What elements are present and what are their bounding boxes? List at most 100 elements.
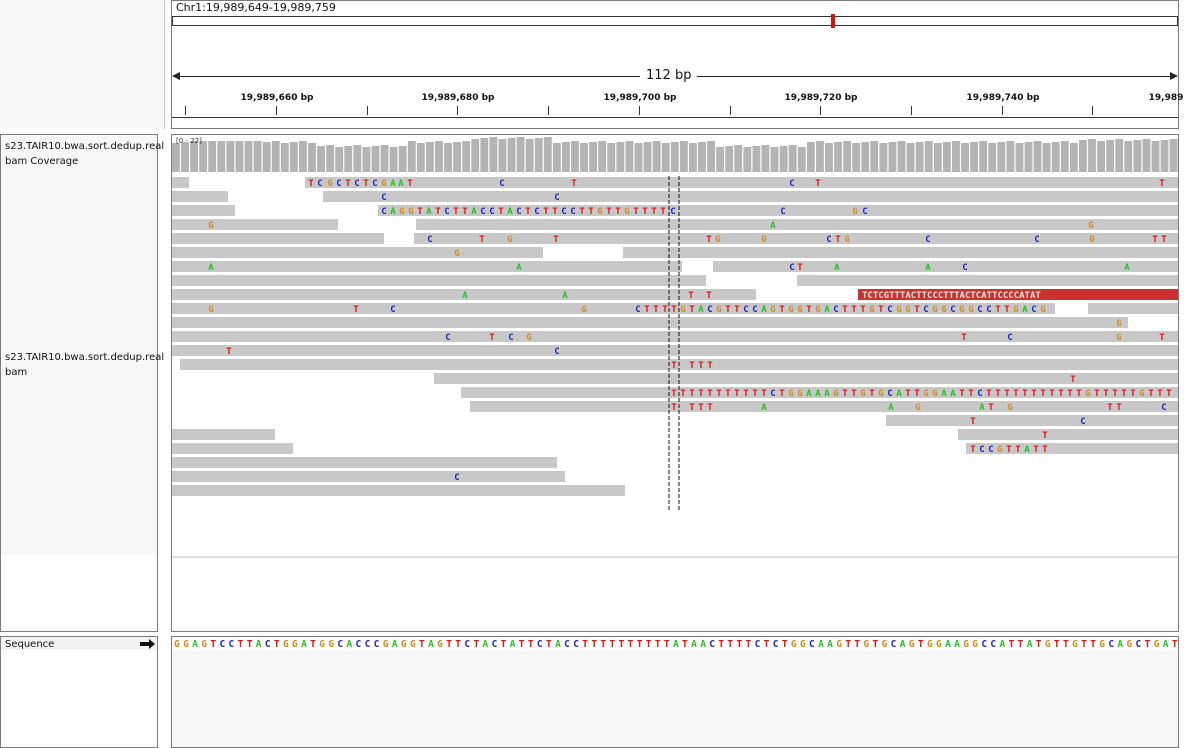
sequence-base: C <box>709 639 715 650</box>
coverage-bar <box>1069 143 1078 172</box>
coverage-bar <box>444 143 452 172</box>
coverage-bar <box>761 145 770 172</box>
mismatch-base: T <box>842 305 848 315</box>
coverage-bar <box>1097 141 1106 172</box>
mismatch-base: C <box>354 179 359 189</box>
mismatch-base: C <box>480 207 485 217</box>
mismatch-base: T <box>671 305 677 315</box>
coverage-bar <box>208 141 217 172</box>
mismatch-base: C <box>789 263 794 273</box>
mismatch-base: T <box>725 389 731 399</box>
read-body <box>172 443 293 454</box>
alignment-track-name[interactable]: s23.TAIR10.bwa.sort.dedup.real bam <box>5 350 165 380</box>
mismatch-base: T <box>706 235 712 245</box>
ruler-tick <box>1092 106 1093 115</box>
sequence-base: T <box>782 639 788 650</box>
mismatch-base: T <box>716 389 722 399</box>
mismatch-base: G <box>959 305 964 315</box>
mismatch-base: G <box>997 445 1002 455</box>
tick-label: 19,989 <box>1148 93 1184 103</box>
coverage-bar <box>543 137 552 172</box>
alignment-view[interactable]: [0 - 22] T C G C T C T C G A A T C T C T TC CC A G G T A T C T T A C… <box>0 0 1199 640</box>
ruler-tick <box>1002 106 1003 115</box>
read-body <box>172 331 1178 342</box>
coverage-bar <box>552 143 561 172</box>
coverage-bar <box>571 141 579 172</box>
current-region-marker <box>831 14 835 28</box>
strand-arrow-icon[interactable] <box>140 638 156 650</box>
mismatch-base: G <box>905 305 910 315</box>
span-arrow-right-icon <box>1170 72 1178 80</box>
mismatch-base: G <box>1089 235 1094 245</box>
mismatch-base: A <box>770 221 776 231</box>
sequence-track-name[interactable]: Sequence <box>5 639 55 650</box>
mismatch-base: T <box>671 389 677 399</box>
coverage-bar <box>280 143 289 172</box>
span-arrow-left-icon <box>172 72 180 80</box>
mismatch-base: T <box>961 333 967 343</box>
mismatch-base: T <box>651 207 657 217</box>
sequence-base: C <box>1136 639 1142 650</box>
chromosome-ideogram[interactable] <box>172 16 1178 26</box>
coverage-bar <box>725 146 734 172</box>
mismatch-base: T <box>851 305 857 315</box>
sequence-base: A <box>510 639 516 650</box>
sequence-base: A <box>346 639 352 650</box>
mismatch-base: A <box>896 389 902 399</box>
mismatch-base: G <box>408 207 413 217</box>
mismatch-base: T <box>878 305 884 315</box>
coverage-bar <box>562 142 570 172</box>
coverage-bar <box>580 143 589 172</box>
alignment-track-name-line1: s23.TAIR10.bwa.sort.dedup.real <box>5 352 165 363</box>
mismatch-base: T <box>543 207 549 217</box>
mismatch-base: C <box>454 473 459 483</box>
mismatch-base: T <box>1040 389 1046 399</box>
mismatch-base: C <box>789 179 794 189</box>
coverage-bar <box>244 141 253 172</box>
sequence-base: A <box>555 639 561 650</box>
mismatch-base: A <box>1022 305 1028 315</box>
mismatch-base: C <box>833 305 838 315</box>
sequence-base: T <box>646 639 652 650</box>
mismatch-base: T <box>453 207 459 217</box>
mismatch-base: C <box>770 389 775 399</box>
mismatch-base: C <box>534 207 539 217</box>
sequence-base: A <box>392 639 398 650</box>
coverage-track-name-line1: s23.TAIR10.bwa.sort.dedup.real <box>5 141 165 152</box>
sequence-base: T <box>1018 639 1024 650</box>
sequence-base: C <box>573 639 579 650</box>
mismatch-base: C <box>336 179 341 189</box>
mismatch-base: T <box>1070 375 1076 385</box>
sequence-base: T <box>582 639 588 650</box>
read-body <box>172 233 384 244</box>
sequence-base: C <box>891 639 897 650</box>
mismatch-base: A <box>562 291 568 301</box>
mismatch-base: C <box>923 305 928 315</box>
coverage-bar <box>271 141 280 172</box>
name-panel-lower-divider <box>1 555 157 631</box>
mismatch-base: T <box>842 389 848 399</box>
mismatch-base: T <box>1042 431 1048 441</box>
mismatch-base: G <box>1116 319 1121 329</box>
sequence-base: T <box>764 639 770 650</box>
coverage-bar <box>679 141 688 172</box>
sequence-base: G <box>328 639 334 650</box>
coverage-bar <box>652 141 661 172</box>
mismatch-base: T <box>752 389 758 399</box>
mismatch-base: T <box>707 361 713 371</box>
coverage-track-name[interactable]: s23.TAIR10.bwa.sort.dedup.real bam Cover… <box>5 139 165 169</box>
tick-label: 19,989,740 bp <box>966 93 1040 103</box>
coverage-bar <box>670 142 679 172</box>
mismatch-base: T <box>1067 389 1073 399</box>
coverage-bar <box>888 142 897 172</box>
sequence-base: C <box>809 639 815 650</box>
mismatch-base: T <box>1161 235 1167 245</box>
coverage-bar <box>979 141 988 172</box>
mismatch-base: T <box>970 445 976 455</box>
read-body <box>797 275 1178 286</box>
sequence-base: G <box>882 639 888 650</box>
sequence-base: C <box>464 639 470 650</box>
mismatch-base: G <box>1040 305 1045 315</box>
mismatch-base: C <box>390 305 395 315</box>
